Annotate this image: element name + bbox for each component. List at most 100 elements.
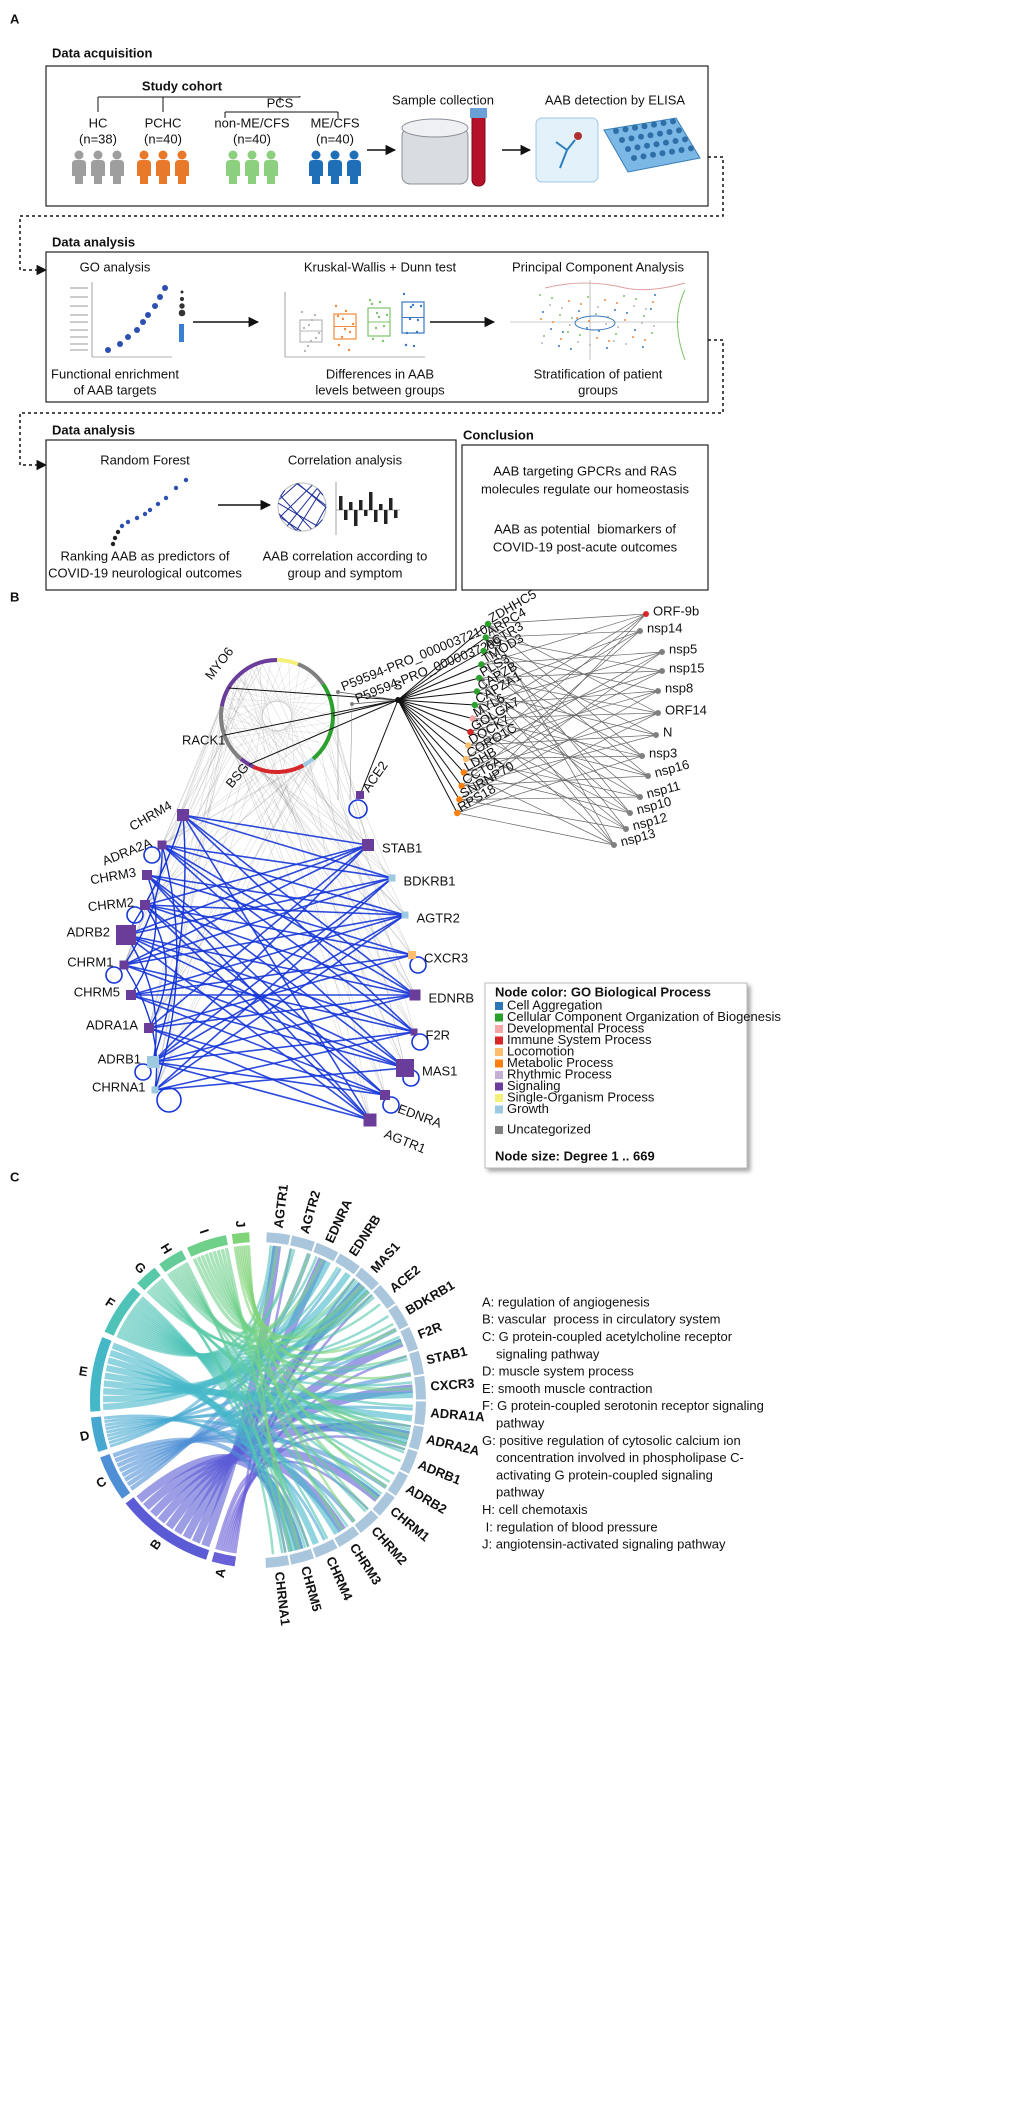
- tube: [471, 111, 486, 187]
- spike-edge: [397, 691, 478, 701]
- legend-entry: J: angiotensin-activated signaling pathw…: [482, 1537, 726, 1552]
- plate-well: [634, 144, 641, 151]
- background-edge: [263, 770, 386, 1096]
- node-label: MYO6: [202, 644, 237, 682]
- plate-well: [650, 151, 656, 158]
- ring-chord: [228, 687, 334, 717]
- node: [471, 701, 478, 709]
- legend-label: Uncategorized: [507, 1121, 591, 1136]
- background-edge: [148, 734, 331, 1029]
- spike-edge: [397, 699, 458, 814]
- node: [627, 810, 633, 816]
- node-label: CHRM2: [87, 894, 135, 914]
- virus-host-edge: [474, 651, 663, 706]
- virus-host-edge: [456, 613, 647, 814]
- interaction-edge: [154, 1031, 415, 1091]
- tube-cap: [470, 108, 487, 118]
- node-label: nsp5: [669, 641, 697, 656]
- node-label: EDNRA: [396, 1101, 444, 1131]
- thumb-ellipse: [574, 315, 616, 331]
- gene-arc: [400, 1327, 419, 1353]
- thumb-point: [652, 301, 654, 303]
- ring-chord: [239, 674, 289, 771]
- analysis-title: GO analysis: [80, 259, 151, 274]
- legend-swatch: [495, 1071, 503, 1079]
- thumb-point: [562, 331, 564, 333]
- node-label: F2R: [426, 1027, 451, 1042]
- thumb-point: [570, 348, 572, 350]
- interaction-edge: [154, 877, 393, 1091]
- thumb-dot: [173, 485, 179, 491]
- thumb-point: [341, 317, 345, 321]
- process-label: A: [212, 1566, 229, 1579]
- analysis-caption: group and symptom: [288, 565, 403, 580]
- node: [362, 839, 374, 851]
- legend-entry: F: G protein-coupled serotonin receptor …: [482, 1398, 764, 1413]
- gene-label: ADRB1: [416, 1457, 463, 1488]
- thumb-edge: [286, 488, 318, 527]
- person-head: [330, 150, 340, 160]
- node: [396, 1059, 414, 1077]
- node-label: CHRM1: [67, 954, 113, 969]
- node: [465, 742, 472, 749]
- person-head: [349, 150, 359, 160]
- background-edge: [278, 771, 406, 1069]
- spike-edge: [397, 699, 467, 760]
- legend-label: Locomotion: [507, 1043, 574, 1058]
- thumb-dot: [134, 327, 140, 333]
- thumb-point: [368, 298, 372, 302]
- node: [454, 809, 461, 817]
- gene-arc: [409, 1350, 424, 1376]
- plate-well: [628, 135, 635, 142]
- spike-edge: [397, 699, 475, 706]
- background-edge: [272, 771, 406, 916]
- thumb-point: [626, 312, 628, 314]
- spike-edge: [332, 699, 399, 717]
- background-edge: [268, 771, 406, 916]
- group-size: (n=40): [233, 131, 271, 146]
- legend-entry: C: G protein-coupled acetylcholine recep…: [482, 1329, 733, 1344]
- background-edge: [255, 664, 371, 1121]
- virus-host-edge: [459, 796, 641, 800]
- antigen: [574, 132, 582, 140]
- node: [655, 688, 661, 694]
- legend-label: Cellular Component Organization of Bioge…: [507, 1009, 781, 1024]
- plate-well: [682, 136, 688, 143]
- spike-edge: [397, 664, 482, 701]
- ring-chord: [248, 687, 326, 765]
- interaction-edge: [148, 954, 413, 1029]
- ring-chord: [222, 704, 319, 754]
- chord: [160, 1277, 275, 1555]
- background-edge: [309, 761, 371, 1121]
- thumb-dot: [145, 312, 151, 318]
- thumb-point: [654, 294, 656, 296]
- interaction-edge: [125, 844, 369, 936]
- process-label: H: [158, 1241, 176, 1257]
- person-body: [264, 160, 278, 184]
- process-arc: [90, 1337, 112, 1412]
- ring-chord: [225, 721, 333, 740]
- virus-host-edge: [461, 630, 641, 787]
- legend-label: Rhythmic Process: [507, 1066, 612, 1081]
- gene-label: CHRM2: [368, 1523, 410, 1567]
- thumb-point: [613, 340, 615, 342]
- person-body: [347, 160, 361, 184]
- thumb-dot: [112, 535, 118, 541]
- thumb-point: [558, 345, 560, 347]
- thumb-point: [623, 295, 625, 297]
- thumb-point: [378, 300, 382, 304]
- person-body: [309, 160, 323, 184]
- interaction-edge: [148, 844, 369, 1029]
- dotted-connector: [19, 156, 724, 276]
- node-label: ORF14: [665, 702, 707, 717]
- analysis-title: Kruskal-Wallis + Dunn test: [304, 259, 457, 274]
- thumb-point: [567, 331, 569, 333]
- thumb-point: [643, 315, 645, 317]
- thumb-point: [568, 300, 570, 302]
- interaction-edge: [154, 844, 178, 1091]
- thumb-bar: [389, 498, 393, 510]
- analysis-caption: COVID-19 neurological outcomes: [48, 565, 242, 580]
- plate-well: [676, 127, 682, 134]
- interaction-edge: [144, 904, 371, 1121]
- node: [637, 794, 643, 800]
